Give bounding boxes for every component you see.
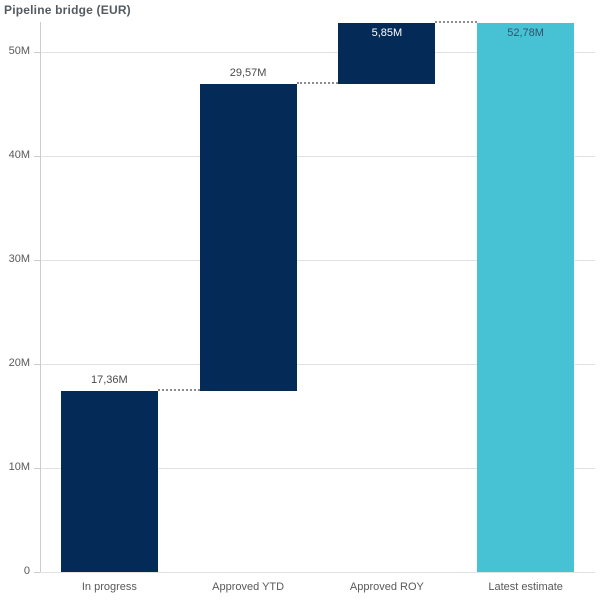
y-axis-tick — [34, 259, 40, 261]
connector-line — [296, 81, 339, 84]
y-axis-tick — [34, 51, 40, 53]
gridline — [40, 571, 595, 573]
bar-latest-estimate[interactable] — [477, 23, 575, 572]
bar-approved-ytd[interactable] — [199, 83, 297, 392]
gridline — [40, 363, 595, 365]
y-axis-tick-label: 30M — [8, 253, 30, 265]
x-axis-category-label[interactable]: Latest estimate — [488, 581, 563, 593]
y-axis-line — [40, 22, 41, 572]
y-axis-tick-label: 40M — [8, 149, 30, 161]
y-axis-tick — [34, 467, 40, 469]
x-axis-category-label[interactable]: Approved ROY — [349, 581, 424, 593]
gridline — [40, 259, 595, 261]
y-axis-tick-label: 20M — [8, 357, 30, 369]
bar-approved-roy[interactable] — [338, 23, 436, 84]
y-axis-tick-label: 10M — [8, 461, 30, 473]
bar-value-label: 5,85M — [371, 27, 403, 40]
chart-title: Pipeline bridge (EUR) — [4, 3, 131, 17]
bar-value-label: 17,36M — [91, 374, 128, 387]
bar-value-label: 52,78M — [507, 27, 544, 40]
bar-in-progress[interactable] — [60, 391, 158, 572]
x-axis-category-label[interactable]: Approved YTD — [212, 581, 285, 593]
bar-value-label: 29,57M — [229, 66, 267, 79]
y-axis-tick-label: 0 — [23, 565, 30, 577]
y-axis-tick — [34, 155, 40, 157]
y-axis-tick — [34, 571, 40, 573]
gridline — [40, 155, 595, 157]
y-axis-tick-label: 50M — [8, 45, 30, 57]
y-axis-tick — [34, 363, 40, 365]
connector-line — [435, 21, 478, 24]
gridline — [40, 51, 595, 53]
connector-line — [157, 389, 200, 392]
gridline — [40, 467, 595, 469]
x-axis-category-label[interactable]: In progress — [81, 581, 137, 593]
